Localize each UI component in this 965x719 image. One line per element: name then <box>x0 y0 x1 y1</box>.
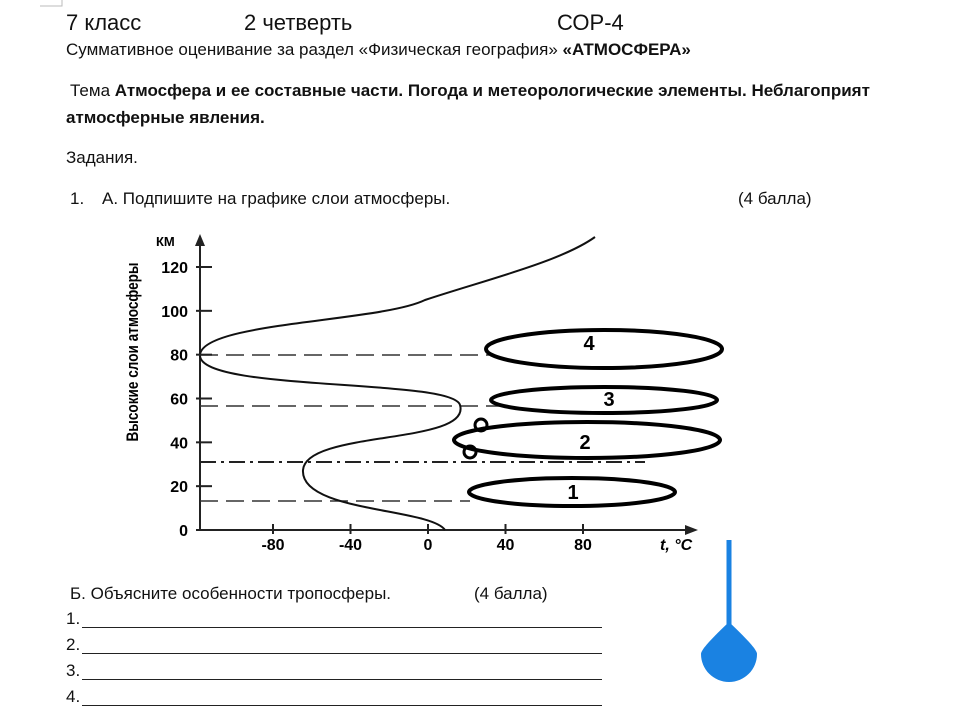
layer-ellipse <box>467 476 677 508</box>
topic-text: атмосферные явления. <box>66 108 265 127</box>
task-points: (4 балла) <box>474 584 548 603</box>
x-tick-label: -40 <box>339 537 362 554</box>
y-tick-label: 60 <box>170 392 188 409</box>
answer-number: 1. <box>66 609 81 628</box>
layer-label: 4 <box>583 333 595 355</box>
x-tick-label: 40 <box>497 537 515 554</box>
tasks-label: Задания. <box>66 148 138 167</box>
x-tick-label: -80 <box>261 537 284 554</box>
x-tick-label: 0 <box>424 537 433 554</box>
answer-number: 4. <box>66 687 81 706</box>
y-tick-label: 80 <box>170 348 188 365</box>
x-unit: t, °C <box>660 537 693 554</box>
answer-line[interactable] <box>82 627 602 628</box>
subtitle-text: Суммативное оценивание за раздел «Физиче… <box>66 40 558 59</box>
layer-ellipse <box>484 328 724 370</box>
ellipse-loop <box>473 417 489 433</box>
y-tick-label: 0 <box>179 523 188 540</box>
temperature-curve <box>198 236 596 531</box>
layer-label: 1 <box>567 482 578 504</box>
layer-label: 3 <box>603 389 614 411</box>
grade: 7 класс <box>66 10 142 35</box>
slider-handle[interactable] <box>701 622 757 682</box>
task-text: Б. Объясните особенности тропосферы. <box>70 584 392 603</box>
layer-ellipse <box>489 385 719 415</box>
y-arrow <box>195 234 205 246</box>
task-number: 1. <box>70 189 85 208</box>
task-points: (4 балла) <box>738 189 812 208</box>
topic: Тема Атмосфера и ее составные части. Пог… <box>70 81 870 101</box>
task-text: A. Подпишите на графике слои атмосферы. <box>102 189 451 208</box>
topic-label: Тема <box>70 81 111 100</box>
answer-number: 2. <box>66 635 81 654</box>
y-axis-label: Высокие слои атмосферы <box>124 262 143 441</box>
answer-line[interactable] <box>82 653 602 654</box>
x-arrow <box>685 525 698 535</box>
ellipse-loop <box>462 444 478 460</box>
y-tick-label: 120 <box>161 260 188 277</box>
atmosphere-figure: 0 20 40 60 80 100 120 -80 -40 0 40 80 КМ t, °C Высокие… <box>124 234 724 554</box>
subtitle-bold: «АТМОСФЕРА» <box>562 40 691 59</box>
answer-number: 3. <box>66 661 81 680</box>
layer-label: 2 <box>579 432 590 454</box>
code: СОР-4 <box>557 10 624 35</box>
subtitle: Суммативное оценивание за раздел «Физиче… <box>66 40 691 60</box>
quarter: 2 четверть <box>244 10 353 35</box>
corner-mark <box>40 0 63 7</box>
topic-text: Атмосфера и ее составные части. Погода и… <box>114 81 870 100</box>
y-tick-label: 20 <box>170 479 188 496</box>
y-tick-label: 100 <box>161 304 188 321</box>
x-tick-label: 80 <box>574 537 592 554</box>
y-tick-label: 40 <box>170 435 188 452</box>
y-unit: КМ <box>156 234 175 249</box>
answer-line[interactable] <box>82 679 602 680</box>
layer-ellipse <box>452 420 722 460</box>
answer-line[interactable] <box>82 705 602 706</box>
